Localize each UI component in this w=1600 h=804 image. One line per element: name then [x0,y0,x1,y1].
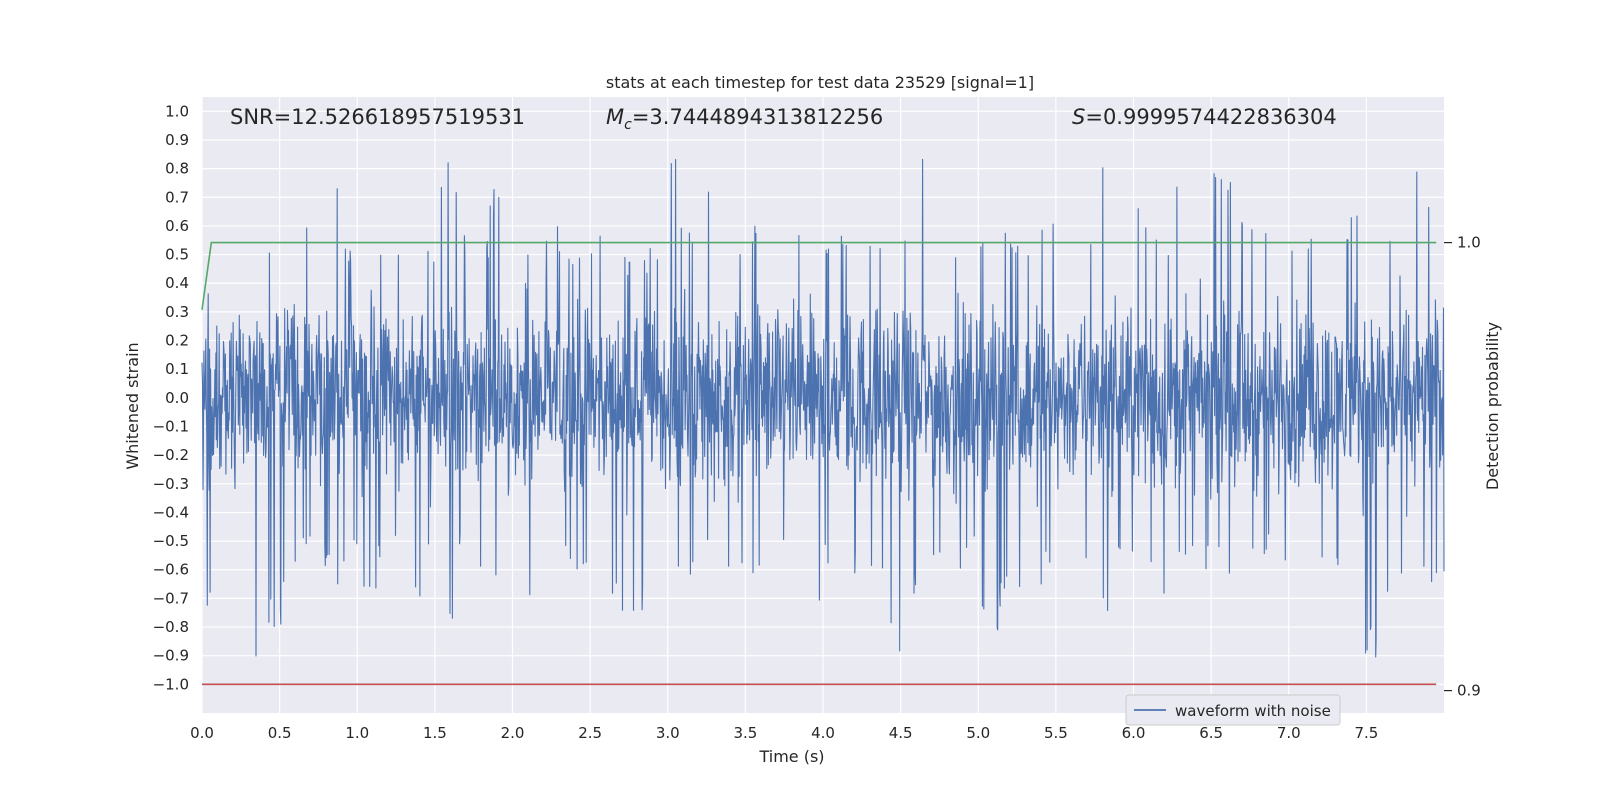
y-tick-label: −0.1 [153,417,189,435]
y-tick-label: 0.4 [165,274,189,292]
mc-annotation: Mc=3.7444894313812256 [606,105,883,133]
mc-value: =3.7444894313812256 [632,105,883,129]
x-tick-label: 7.0 [1277,724,1301,742]
y-tick-label: 0.9 [165,131,189,149]
x-tick-label: 6.5 [1199,724,1223,742]
x-tick-label: 5.5 [1044,724,1068,742]
waveform-series-line [201,158,1445,658]
y-axis-label: Whitened strain [123,342,142,469]
x-tick-label: 6.0 [1122,724,1146,742]
x-tick-label: 2.5 [578,724,602,742]
x-tick-label: 5.0 [966,724,990,742]
mc-symbol: M [606,105,624,129]
x-tick-label: 0.0 [190,724,214,742]
y-tick-label: 0.5 [165,246,189,264]
s-value: =0.9999574422836304 [1085,105,1336,129]
s-symbol: S [1072,105,1085,129]
y-tick-label: −0.9 [153,647,189,665]
x-tick-label: 4.0 [811,724,835,742]
y-tick-label: 0.1 [165,360,189,378]
x-tick-label: 1.0 [345,724,369,742]
x-tick-label: 4.5 [889,724,913,742]
y-tick-label: −0.8 [153,618,189,636]
y-tick-label: −0.6 [153,561,189,579]
y-tick-label: 1.0 [165,102,189,120]
y-tick-label: −0.7 [153,589,189,607]
chart-title: stats at each timestep for test data 235… [606,73,1034,92]
y-tick-label: −1.0 [153,675,189,693]
x-tick-label: 7.5 [1354,724,1378,742]
mc-subscript: c [624,117,632,133]
x-tick-label: 3.0 [656,724,680,742]
legend-label: waveform with noise [1175,702,1331,720]
y-tick-label: 0.2 [165,332,189,350]
y2-tick-label: 0.9 [1457,682,1481,700]
x-tick-label: 1.5 [423,724,447,742]
x-tick-label: 2.0 [501,724,525,742]
y-tick-label: −0.4 [153,503,189,521]
s-annotation: S=0.9999574422836304 [1072,105,1337,129]
y-tick-label: 0.8 [165,160,189,178]
x-tick-label: 0.5 [268,724,292,742]
x-axis-label: Time (s) [758,747,824,766]
y-tick-label: −0.5 [153,532,189,550]
y-tick-label: 0.0 [165,389,189,407]
snr-annotation: SNR=12.526618957519531 [230,105,525,129]
y-tick-label: −0.2 [153,446,189,464]
detection-probability-series-line [201,241,1437,310]
y2-tick-label: 1.0 [1457,234,1481,252]
legend-box [1125,694,1341,726]
y2-axis-label: Detection probability [1483,322,1502,490]
legend: waveform with noise [1125,694,1341,726]
y-tick-label: 0.6 [165,217,189,235]
y-tick-label: 0.3 [165,303,189,321]
x-tick-label: 3.5 [733,724,757,742]
y-tick-label: 0.7 [165,188,189,206]
y-tick-label: −0.3 [153,475,189,493]
